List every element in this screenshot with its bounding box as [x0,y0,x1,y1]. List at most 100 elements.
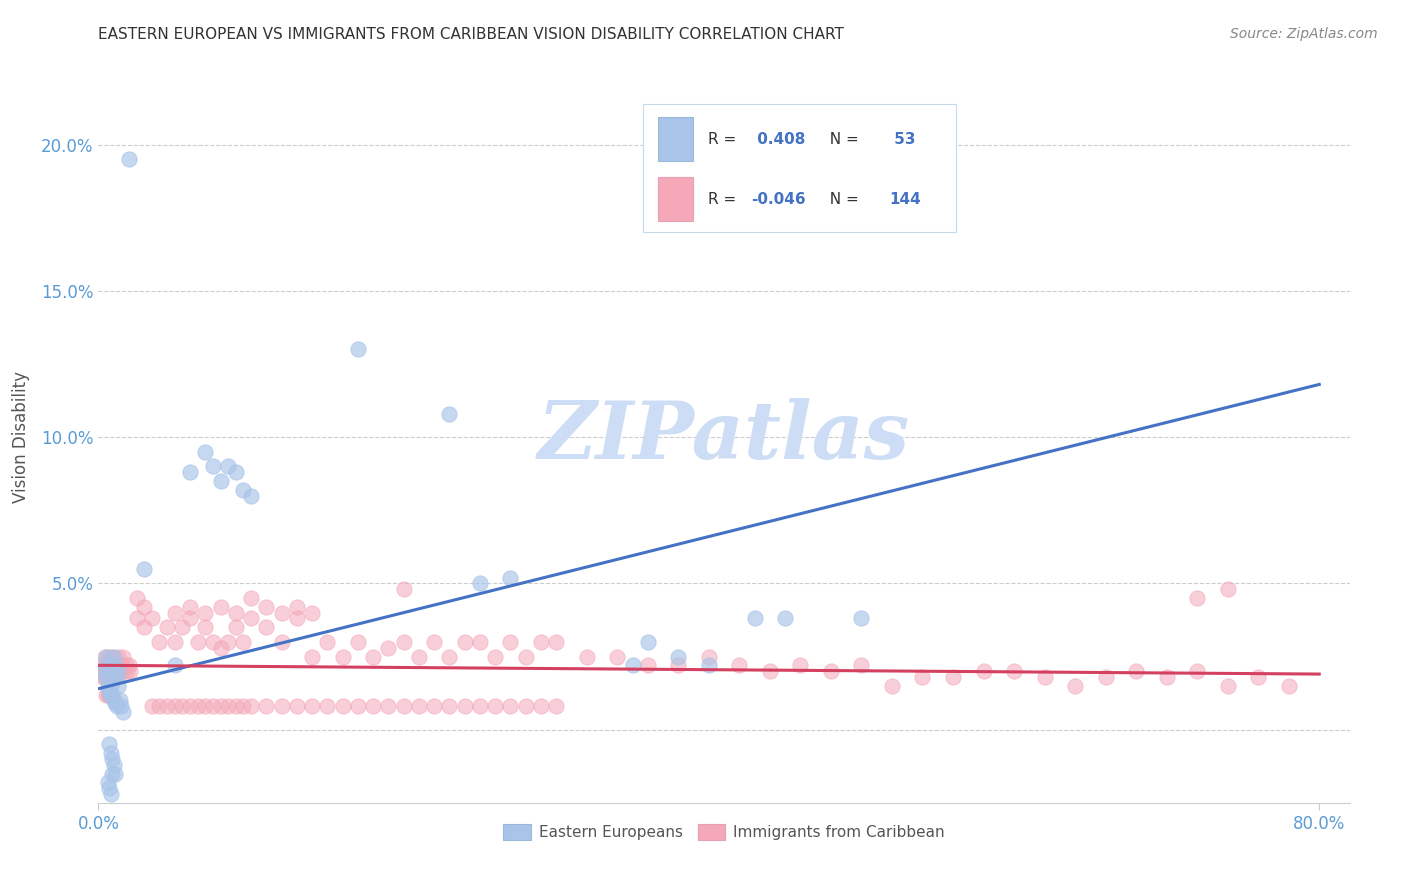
Point [621,658,644,673]
Point [546,635,568,649]
Point [209,599,232,614]
Point [392,582,415,597]
Point [225,620,247,634]
Point [468,576,491,591]
Text: EASTERN EUROPEAN VS IMMIGRANTS FROM CARIBBEAN VISION DISABILITY CORRELATION CHAR: EASTERN EUROPEAN VS IMMIGRANTS FROM CARI… [98,27,844,42]
Point [101,688,124,702]
Point [97,658,120,673]
Point [1216,582,1239,597]
Point [101,752,124,766]
Point [453,699,475,714]
Point [254,699,277,714]
Point [118,152,141,166]
Point [285,699,308,714]
Point [240,591,263,605]
Text: 53: 53 [889,132,915,147]
Text: R =: R = [707,192,741,207]
Point [254,599,277,614]
Point [107,679,129,693]
Point [98,684,121,698]
Point [105,658,128,673]
Point [163,699,186,714]
Point [347,635,370,649]
Point [103,670,125,684]
Point [217,459,239,474]
Point [789,658,811,673]
Point [361,699,384,714]
Point [439,407,461,421]
Point [942,670,965,684]
Point [484,649,506,664]
Point [103,649,125,664]
Text: ZIPatlas: ZIPatlas [538,399,910,475]
Point [225,465,247,479]
Text: -0.046: -0.046 [752,192,806,207]
Point [101,690,124,705]
Point [392,699,415,714]
Point [209,640,232,655]
Point [240,699,263,714]
Point [115,658,138,673]
Point [91,670,114,684]
Point [101,766,124,780]
Point [107,664,129,678]
Point [232,699,254,714]
Point [377,699,399,714]
Point [332,649,354,664]
Point [530,699,553,714]
Point [93,664,115,678]
Point [392,635,415,649]
Point [98,670,121,684]
Point [187,699,209,714]
Point [111,649,134,664]
Point [97,679,120,693]
Point [93,649,115,664]
Point [100,746,122,760]
Point [105,670,128,684]
Point [851,658,873,673]
Point [316,699,339,714]
Point [201,635,224,649]
Point [90,658,112,673]
Point [1185,664,1208,678]
Point [98,649,121,664]
Point [97,688,120,702]
Y-axis label: Vision Disability: Vision Disability [11,371,30,503]
Point [94,658,117,673]
Bar [658,118,693,161]
Point [98,781,121,796]
Point [499,635,522,649]
Point [232,483,254,497]
Point [179,699,201,714]
Point [134,599,156,614]
Point [104,658,127,673]
Point [112,664,135,678]
Point [880,679,903,693]
Point [98,670,121,684]
Point [301,649,323,664]
Point [575,649,598,664]
Point [97,775,120,789]
Point [134,620,156,634]
Point [637,658,659,673]
Point [141,611,163,625]
Point [911,670,934,684]
Point [179,465,201,479]
Point [637,635,659,649]
Point [94,670,117,684]
Point [156,699,179,714]
Point [100,787,122,801]
Point [1247,670,1270,684]
Point [1033,670,1056,684]
Point [332,699,354,714]
Point [120,664,142,678]
Point [225,606,247,620]
Point [163,658,186,673]
Point [148,699,170,714]
Point [1278,679,1301,693]
Point [110,699,132,714]
Point [1156,670,1178,684]
Point [423,699,446,714]
Point [499,699,522,714]
Point [201,459,224,474]
